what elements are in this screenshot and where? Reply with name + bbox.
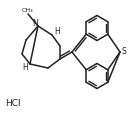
Text: S: S [122, 47, 126, 56]
Text: HCl: HCl [5, 100, 21, 108]
Text: CH₃: CH₃ [21, 7, 33, 12]
Text: H: H [54, 27, 60, 36]
Text: N: N [32, 19, 38, 27]
Text: H: H [22, 63, 28, 72]
